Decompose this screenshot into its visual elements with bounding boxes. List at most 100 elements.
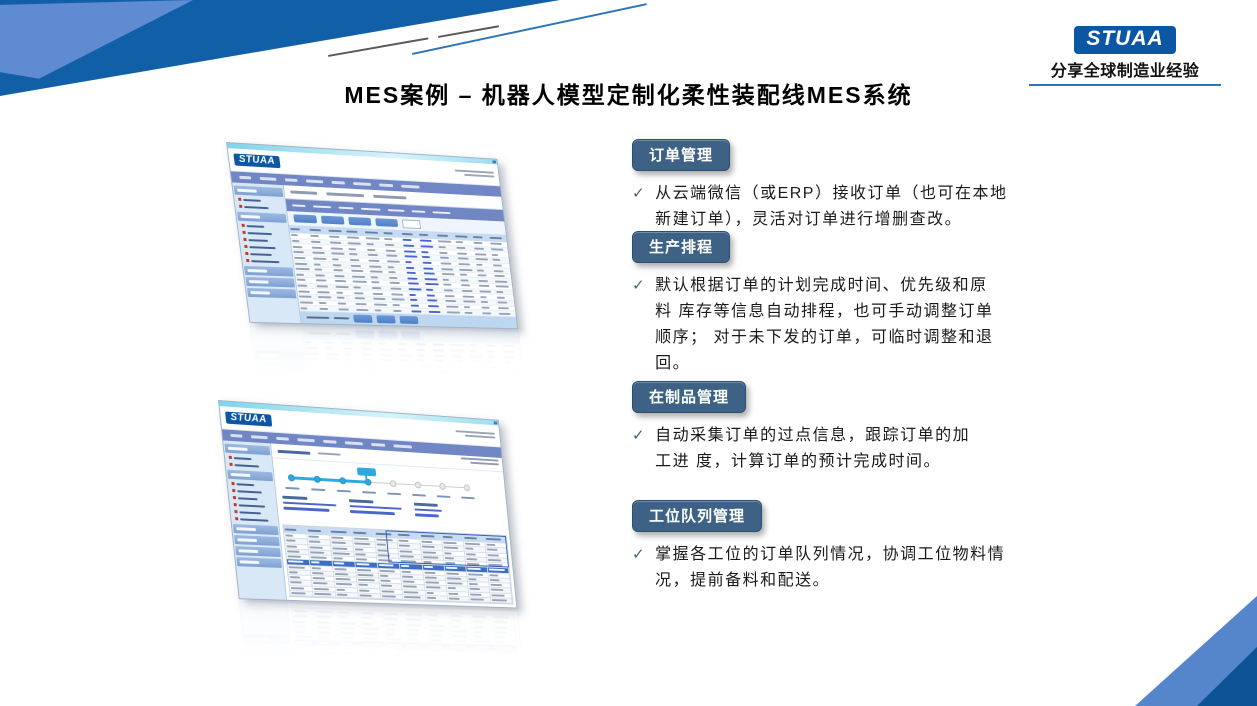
table-cell	[299, 306, 318, 311]
text-placeholder	[349, 504, 402, 510]
cell-text-placeholder	[327, 229, 342, 233]
detail-column	[413, 502, 444, 531]
app-body	[223, 440, 517, 608]
cell-text-placeholder	[379, 569, 396, 573]
text-placeholder	[243, 205, 269, 209]
table-cell	[357, 582, 381, 588]
cell-text-placeholder	[466, 557, 478, 561]
cell-text-placeholder	[367, 254, 378, 257]
table-cell	[314, 273, 333, 278]
cell-text-placeholder	[344, 663, 359, 664]
table-cell	[312, 256, 331, 261]
cell-text-placeholder	[330, 530, 347, 534]
cell-text-placeholder	[309, 545, 323, 549]
table-cell	[479, 300, 497, 305]
cell-text-placeholder	[448, 597, 460, 600]
cell-text-placeholder	[290, 228, 300, 231]
cell-text-placeholder	[389, 282, 400, 285]
cell-text-placeholder	[308, 540, 321, 544]
screenshot-order-management: STUAA STUAA	[226, 142, 586, 378]
table-cell	[290, 590, 314, 596]
table-cell	[403, 594, 426, 600]
cell-text-placeholder	[423, 267, 434, 270]
table-cell	[296, 278, 315, 283]
cell-text-placeholder	[357, 568, 372, 572]
check-icon: ✓	[632, 277, 647, 294]
cell-text-placeholder	[439, 256, 450, 260]
table-cell	[456, 256, 474, 261]
cell-text-placeholder	[384, 243, 395, 247]
cell-text-placeholder	[318, 301, 327, 305]
table-cell	[365, 242, 384, 247]
sidebar-section-header	[246, 287, 297, 299]
timeline-node	[313, 475, 321, 483]
cell-text-placeholder	[476, 269, 485, 272]
cell-text-placeholder	[315, 279, 327, 283]
cell-text-placeholder	[378, 559, 392, 562]
table-cell	[345, 374, 364, 378]
sidebar-section-header	[236, 557, 282, 568]
text-placeholder	[331, 180, 345, 185]
cell-text-placeholder	[291, 239, 300, 243]
table-cell	[476, 273, 494, 278]
table-cell	[381, 593, 404, 599]
cell-text-placeholder	[314, 268, 323, 271]
cell-text-placeholder	[498, 307, 509, 310]
cell-text-placeholder	[332, 552, 350, 555]
sidebar-menu-item	[242, 257, 293, 266]
table-cell	[370, 280, 389, 285]
cell-text-placeholder	[447, 592, 458, 595]
app-logo-stuaa: STUAA	[225, 411, 273, 427]
cell-text-placeholder	[317, 296, 332, 299]
table-cell	[336, 592, 360, 598]
cell-text-placeholder	[460, 284, 471, 287]
table-cell	[427, 304, 445, 309]
text-placeholder	[317, 452, 341, 456]
table-cell	[318, 306, 337, 311]
table-cell	[358, 588, 382, 593]
cell-text-placeholder	[391, 298, 406, 301]
timeline-node	[439, 482, 447, 490]
text-placeholder	[282, 501, 337, 507]
cell-text-placeholder	[422, 261, 432, 264]
cell-text-placeholder	[403, 585, 417, 589]
table-cell	[315, 278, 334, 283]
cell-text-placeholder	[406, 271, 416, 275]
table-cell	[388, 662, 411, 664]
footer-button	[376, 315, 396, 324]
table-cell	[402, 249, 421, 254]
text-placeholder	[336, 489, 351, 493]
cell-text-placeholder	[288, 565, 306, 569]
cell-text-placeholder	[491, 593, 506, 597]
table-cell	[388, 281, 407, 286]
cell-text-placeholder	[316, 285, 329, 288]
table-cell	[457, 262, 475, 267]
cell-text-placeholder	[404, 260, 413, 264]
text-placeholder	[238, 549, 259, 553]
table-cell	[447, 596, 470, 602]
brand-underline	[1029, 84, 1221, 86]
table-cell	[372, 297, 391, 302]
cell-text-placeholder	[298, 295, 312, 299]
cell-text-placeholder	[366, 248, 376, 251]
table-cell	[489, 242, 507, 247]
cell-text-placeholder	[312, 251, 325, 255]
sidebar-section-header	[246, 656, 293, 664]
detail-column	[348, 499, 404, 529]
text-placeholder	[323, 439, 337, 444]
table-cell	[313, 591, 337, 597]
text-placeholder	[464, 173, 495, 178]
cell-text-placeholder	[353, 286, 362, 289]
table-cell	[333, 279, 352, 284]
app-body	[232, 182, 518, 329]
app-logo-stuaa: STUAA	[233, 153, 281, 169]
cell-text-placeholder	[456, 252, 468, 255]
table-cell	[480, 305, 498, 310]
cell-text-placeholder	[356, 308, 369, 311]
screenshot-reflection: STUAA	[238, 601, 575, 664]
cell-text-placeholder	[481, 306, 490, 309]
cell-text-placeholder	[349, 253, 358, 256]
badge-production-scheduling: 生产排程	[632, 231, 731, 263]
cell-text-placeholder	[312, 257, 327, 260]
text-placeholder	[379, 183, 394, 188]
